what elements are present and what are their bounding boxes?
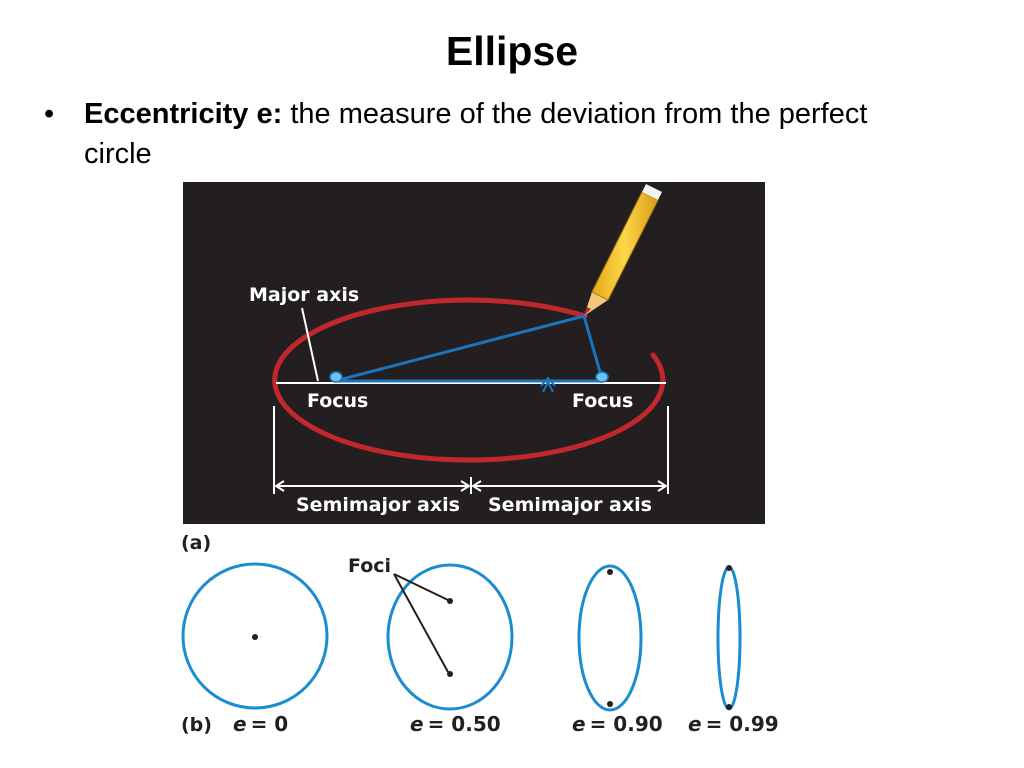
major-axis-callout <box>301 307 319 382</box>
panel-a-illustration: Major axis Focus Focus Semimajor axis Se… <box>183 182 765 524</box>
panel-a-label: (a) <box>181 532 211 554</box>
bullet-marker: • <box>44 98 55 130</box>
ellipse-e099 <box>716 565 742 711</box>
e-symbol: e <box>688 712 702 736</box>
eccentricity-label-e050: e = 0.50 <box>410 712 501 736</box>
panel-a-svg: Major axis Focus Focus Semimajor axis Se… <box>249 184 669 516</box>
focus-dot-e050-bottom <box>447 671 453 677</box>
panel-b-label: (b) <box>181 714 212 736</box>
semimajor-dimension-lines <box>273 406 669 494</box>
bullet-text: Eccentricity e: the measure of the devia… <box>84 94 924 174</box>
foci-callout-bottom <box>393 573 449 673</box>
focus-pin-left <box>329 371 343 383</box>
bullet-term: Eccentricity e: <box>84 98 283 130</box>
foci-callout-top <box>393 573 449 601</box>
major-axis-label: Major axis <box>249 284 359 306</box>
e-symbol: e <box>572 712 586 736</box>
bullet-definition: the measure of the deviation from the pe… <box>84 98 868 170</box>
string-to-pencil <box>334 314 604 383</box>
e-symbol: e <box>233 712 247 736</box>
focus-dot-e099-bottom <box>726 704 732 710</box>
semimajor-right-label: Semimajor axis <box>488 494 652 516</box>
eccentricity-label-e090: e = 0.90 <box>572 712 663 736</box>
focus-dot-e099-top <box>726 565 732 571</box>
semimajor-left-label: Semimajor axis <box>296 494 460 516</box>
focus-pin-right <box>595 371 609 383</box>
focus-dot-e050-top <box>447 598 453 604</box>
e-symbol: e <box>410 712 424 736</box>
focus-dot-e090-bottom <box>607 701 613 707</box>
slide-title: Ellipse <box>445 28 579 74</box>
string-knot <box>540 376 556 393</box>
ellipse-e0 <box>181 562 329 710</box>
focus-right-label: Focus <box>572 390 633 412</box>
ellipse-e050 <box>386 563 514 711</box>
ellipse-e090 <box>577 564 643 712</box>
drawn-ellipse <box>272 297 666 463</box>
eccentricity-label-e0: e = 0 <box>233 712 288 736</box>
e-value: = 0.90 <box>590 712 663 736</box>
eccentricity-label-e099: e = 0.99 <box>688 712 779 736</box>
e-value: = 0.99 <box>706 712 779 736</box>
foci-label: Foci <box>348 555 391 577</box>
pencil-icon <box>584 184 662 316</box>
focus-left-label: Focus <box>307 390 368 412</box>
e-value: = 0.50 <box>428 712 501 736</box>
focus-dot-e0 <box>252 634 258 640</box>
e-value: = 0 <box>251 712 289 736</box>
focus-dot-e090-top <box>607 569 613 575</box>
